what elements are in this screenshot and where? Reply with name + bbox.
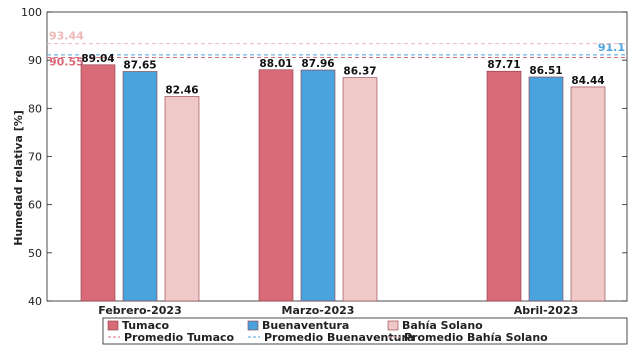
data-label: 86.37 [343, 66, 376, 78]
bar [486, 70, 522, 302]
bar [258, 69, 294, 302]
data-label: 87.65 [123, 59, 156, 71]
legend-box [102, 317, 628, 345]
legend-label: Promedio Tumaco [124, 331, 235, 344]
y-tick-label: 90 [28, 54, 42, 67]
average-label: 91.1 [598, 41, 625, 54]
y-tick-label: 100 [21, 6, 42, 19]
axes: 40 50 60 70 80 90 100 Febrero-2023 Marzo-2023 Abr… [21, 6, 628, 317]
average-label: 93.44 [49, 30, 84, 43]
bar [164, 96, 200, 302]
bar [122, 71, 158, 302]
y-tick-label: 50 [28, 247, 42, 260]
data-label: 86.51 [529, 65, 562, 77]
bar [80, 64, 116, 302]
y-axis-label: Humedad relativa [%] [12, 110, 25, 246]
bars [80, 64, 606, 302]
bar [528, 76, 564, 302]
legend-label: Promedio Bahía Solano [404, 331, 548, 344]
average-lines: 90.55 91.1 93.44 [47, 30, 627, 69]
average-label: 90.55 [49, 56, 84, 69]
data-labels: 89.04 87.65 82.46 88.01 87.96 86.37 87.71 86.51… [81, 53, 604, 97]
data-label: 87.96 [301, 58, 334, 70]
legend-swatch [247, 320, 259, 331]
y-tick-label: 60 [28, 199, 42, 212]
legend: Tumaco Buenaventura Bahía Solano Promedio T… [102, 317, 628, 345]
x-tick-label: Marzo-2023 [282, 304, 355, 317]
data-label: 88.01 [259, 58, 292, 70]
legend-label: Tumaco [122, 319, 170, 332]
legend-swatch [107, 320, 119, 331]
y-tick-label: 70 [28, 151, 42, 164]
data-label: 84.44 [571, 75, 604, 87]
bar [570, 86, 606, 302]
bar [342, 77, 378, 302]
legend-label: Promedio Buenaventura [264, 331, 414, 344]
bar [300, 69, 336, 302]
x-tick-label: Febrero-2023 [98, 304, 181, 317]
legend-label: Bahía Solano [402, 319, 483, 332]
legend-swatch [387, 320, 399, 331]
data-label: 82.46 [165, 84, 198, 96]
legend-label: Buenaventura [262, 319, 349, 332]
data-label: 87.71 [487, 59, 520, 71]
y-tick-label: 40 [28, 295, 42, 308]
x-tick-label: Abril-2023 [514, 304, 579, 317]
data-label: 89.04 [81, 53, 114, 65]
y-tick-label: 80 [28, 102, 42, 115]
